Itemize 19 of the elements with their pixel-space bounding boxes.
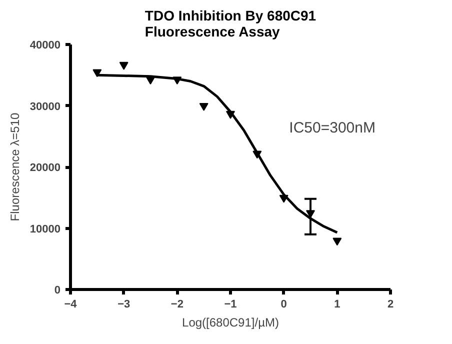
y-tick-label: 0 bbox=[54, 284, 61, 296]
x-axis-title: Log([680C91]/µM) bbox=[182, 316, 279, 330]
point bbox=[119, 62, 128, 70]
x-tick-label: 1 bbox=[334, 298, 340, 310]
y-axis-title: Fluorescence λ=510 bbox=[8, 112, 22, 222]
y-tick-label: 10000 bbox=[30, 223, 61, 236]
point bbox=[332, 238, 342, 246]
point bbox=[199, 102, 208, 111]
x-tick-label: 2 bbox=[387, 298, 394, 310]
y-tick-label: 40000 bbox=[30, 40, 61, 52]
y-tick-label: 30000 bbox=[30, 100, 61, 113]
chart-title: TDO Inhibition By 680C91 Fluorescence Assay bbox=[144, 8, 316, 40]
x-tick-label: 0 bbox=[280, 298, 287, 310]
x-tick-label: −4 bbox=[64, 298, 78, 310]
x-tick-label: −2 bbox=[170, 298, 184, 310]
x-tick-label: −1 bbox=[224, 298, 237, 310]
annotation: IC50=300nM bbox=[289, 119, 376, 136]
y-tick-label: 20000 bbox=[30, 162, 61, 174]
x-tick-label: −3 bbox=[118, 298, 130, 310]
